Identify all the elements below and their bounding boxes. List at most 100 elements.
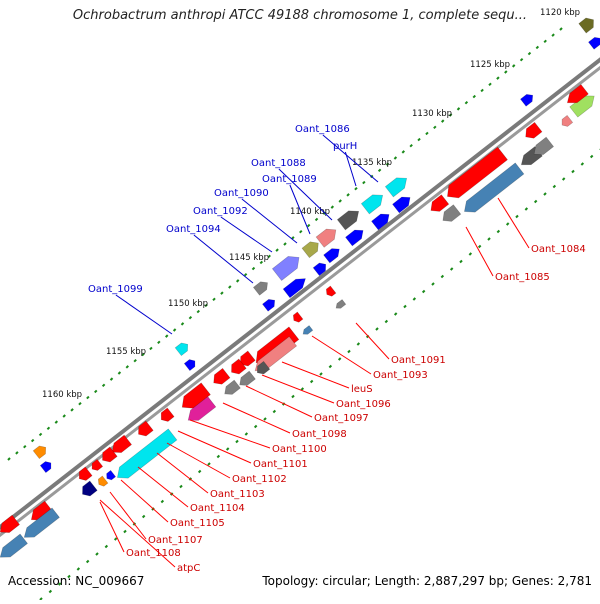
gene-label: Oant_1084 [531, 244, 586, 255]
cds-reverse-shape [82, 480, 98, 497]
inner-track-dot [113, 537, 118, 541]
outer-track-dot [109, 377, 114, 381]
gene-label: Oant_1101 [253, 459, 308, 470]
inner-track-dot [356, 342, 361, 346]
scale-tick-label: 1130 kbp [412, 109, 452, 119]
inner-track-dot [384, 319, 389, 324]
leader-line [278, 168, 333, 221]
cds-reverse [256, 360, 271, 375]
gene-label: Oant_1090 [214, 188, 269, 199]
cds-forward-shape [392, 196, 411, 214]
leader-line [222, 402, 291, 434]
leader-line [245, 385, 313, 418]
outer-track-dot [101, 383, 106, 387]
leader-line [137, 466, 189, 508]
cds-reverse-shape [292, 311, 304, 323]
gene-label: Oant_1098 [292, 429, 347, 440]
cds-forward [271, 256, 300, 281]
inner-track-dot [67, 574, 71, 579]
cds-reverse-shape [23, 507, 60, 538]
scale-tick-label: 1150 kbp [168, 299, 208, 309]
inner-track-dot [309, 379, 314, 384]
cds-reverse [464, 162, 525, 213]
outer-track-dot [346, 193, 350, 197]
inner-track-dot [487, 237, 491, 241]
cds-reverse [525, 121, 543, 139]
leader-line [193, 234, 254, 284]
cds-forward [252, 281, 268, 296]
inner-track-dot [319, 372, 323, 376]
cds-reverse-shape [160, 407, 175, 422]
cds-reverse [82, 480, 98, 497]
outer-track-dot [235, 279, 240, 283]
outer-track-dot [306, 223, 311, 228]
label-leader-lines [99, 134, 530, 568]
cds-reverse-shape [325, 285, 337, 297]
outer-track-dot [267, 254, 271, 258]
outer-track-dot [15, 451, 19, 455]
cds-forward-shape [282, 278, 306, 299]
outer-track-dot [519, 58, 524, 62]
cds-forward-shape [39, 461, 52, 474]
cds-reverse-shape [138, 420, 154, 437]
outer-track-dot [393, 156, 398, 160]
inner-track-dot [515, 214, 519, 219]
cds-reverse [430, 194, 450, 212]
leader-line [120, 479, 169, 523]
inner-track-dot [95, 552, 99, 556]
cds-reverse [224, 379, 241, 395]
leader-line [355, 322, 390, 360]
outer-track-dot [133, 359, 137, 363]
gene-label: Oant_1089 [262, 174, 317, 185]
cds-reverse-shape [91, 458, 104, 471]
cds-reverse [117, 428, 178, 479]
inner-track-dot [561, 177, 566, 181]
leader-line [220, 216, 273, 253]
inner-track-dot [76, 567, 81, 571]
cds-forward [315, 228, 337, 248]
outer-track-dot [117, 371, 122, 375]
cds-reverse [561, 114, 574, 127]
outer-track-dot [196, 309, 200, 314]
inner-track-dot [347, 349, 351, 354]
cds-reverse-shape [117, 428, 178, 479]
cds-forward-shape [336, 210, 360, 231]
cds-reverse-shape [187, 396, 217, 421]
outer-track-dot [527, 51, 532, 56]
cds-reverse-shape [224, 379, 241, 395]
gene-label: Oant_1088 [251, 158, 306, 169]
leader-line [344, 151, 357, 187]
cds-forward [323, 248, 340, 264]
outer-track-dot [535, 45, 540, 50]
inner-track-dot [207, 462, 211, 466]
cds-reverse [240, 350, 256, 367]
gene-label: Oant_1094 [166, 224, 221, 235]
inner-track-dot [440, 274, 445, 279]
cds-forward-shape [520, 94, 534, 107]
cds-reverse-shape [240, 350, 256, 367]
cds-reverse [0, 533, 28, 558]
outer-track-dot [7, 457, 11, 461]
outer-track-dot [314, 217, 319, 222]
cds-forward-shape [183, 359, 196, 372]
inner-track-dot [291, 394, 295, 399]
leader-line [241, 198, 298, 244]
accession-text: Accession: NC_009667 [8, 574, 145, 588]
cds-forward [174, 342, 189, 357]
inner-track-dot [235, 439, 239, 444]
inner-track-dot [412, 297, 417, 301]
cds-reverse [0, 514, 20, 533]
cds-forward-shape [252, 281, 268, 296]
inner-track-dot [580, 162, 585, 166]
cds-forward [384, 177, 408, 198]
cds-forward [371, 213, 390, 231]
inner-track-dot [48, 589, 53, 594]
outer-track-dot [228, 285, 232, 289]
cds-forward [312, 262, 327, 277]
feature-track-dots [7, 27, 600, 601]
outer-track-dot [543, 39, 547, 43]
leader-line [497, 197, 530, 249]
inner-track-dot [328, 364, 333, 369]
leader-line [311, 335, 372, 375]
